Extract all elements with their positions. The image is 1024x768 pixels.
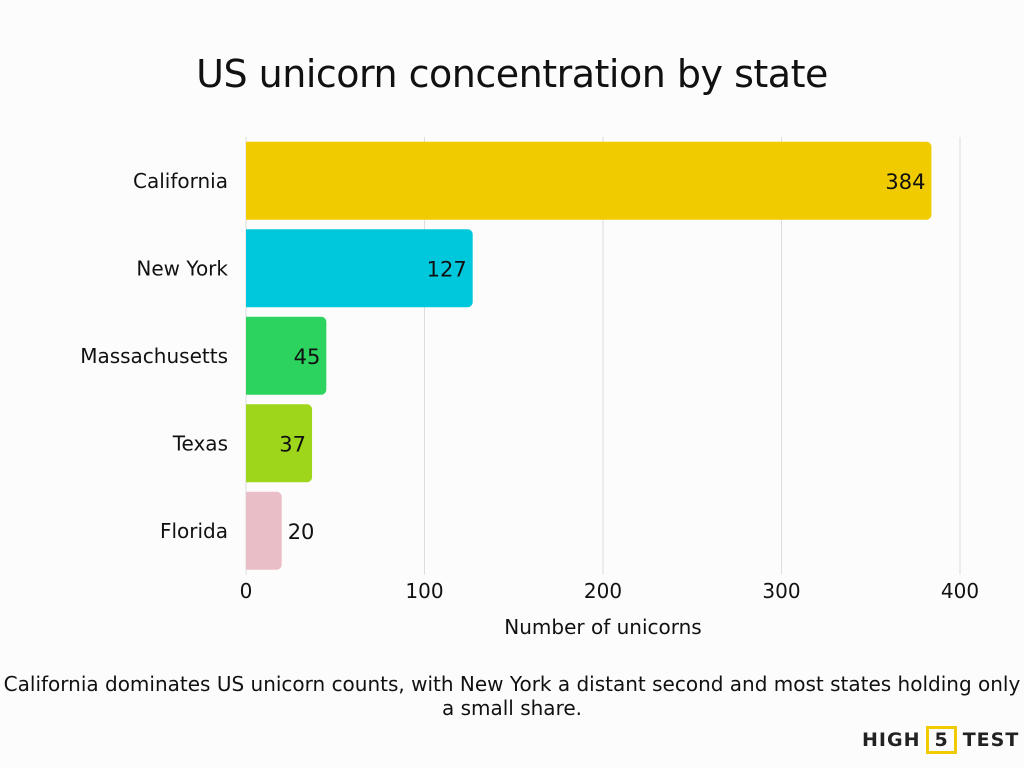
bar-massachusetts: [246, 316, 327, 395]
data-label: 384: [885, 170, 925, 194]
y-tick-label: Florida: [160, 519, 228, 543]
bar-chart: 0 100 200 300 400 Number of unicorns Californi…: [80, 137, 979, 639]
x-tick-label: 300: [762, 579, 800, 603]
bar-texas: [246, 404, 313, 483]
bar-new-york: [246, 229, 473, 308]
x-tick-label: 400: [941, 579, 979, 603]
logo-text-left: HIGH: [862, 729, 921, 751]
bar-florida: [246, 491, 282, 570]
data-label: 45: [294, 345, 321, 369]
data-label: 37: [279, 432, 306, 456]
logo-text-right: TEST: [962, 729, 1020, 751]
logo-five: 5: [926, 726, 957, 754]
data-label: 20: [288, 520, 315, 544]
x-tick-label: 100: [405, 579, 443, 603]
y-tick-label: California: [133, 169, 228, 193]
y-tick-label: New York: [136, 256, 228, 280]
x-tick-label: 0: [240, 579, 253, 603]
y-tick-label: Texas: [172, 431, 228, 455]
chart-title: US unicorn concentration by state: [196, 52, 828, 96]
data-label: 127: [427, 257, 467, 281]
chart-caption: California dominates US unicorn counts, …: [3, 672, 1021, 720]
bar-california: [246, 141, 932, 220]
y-tick-label: Massachusetts: [80, 344, 228, 368]
x-axis-label: Number of unicorns: [504, 615, 701, 639]
brand-logo: HIGH 5 TEST: [862, 726, 1019, 754]
x-tick-label: 200: [584, 579, 622, 603]
